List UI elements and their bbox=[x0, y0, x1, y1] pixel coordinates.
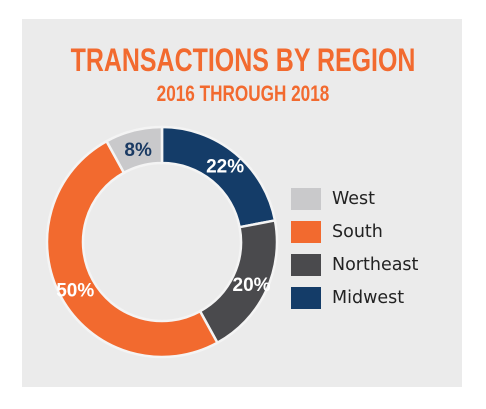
legend-swatch-midwest bbox=[291, 287, 321, 309]
legend-item-south: South bbox=[291, 220, 418, 244]
legend-item-west: West bbox=[291, 187, 418, 211]
donut-data-labels: 22% 20% 50% 8% bbox=[56, 140, 270, 302]
chart-subtitle: 2016 THROUGH 2018 bbox=[156, 81, 330, 106]
data-label-midwest: 22% bbox=[206, 157, 244, 178]
chart-legend: West South Northeast Midwest bbox=[291, 187, 418, 319]
slice-west bbox=[104, 125, 164, 175]
data-label-west: 8% bbox=[124, 140, 152, 161]
data-label-northeast: 20% bbox=[233, 275, 271, 296]
data-label-south: 50% bbox=[56, 281, 94, 302]
slice-south bbox=[45, 139, 220, 359]
legend-item-northeast: Northeast bbox=[291, 253, 418, 277]
legend-label: Midwest bbox=[332, 288, 405, 308]
chart-title: TRANSACTIONS BY REGION bbox=[70, 42, 416, 78]
legend-swatch-northeast bbox=[291, 254, 321, 276]
legend-item-midwest: Midwest bbox=[291, 286, 418, 310]
legend-label: Northeast bbox=[332, 255, 419, 275]
donut-slices bbox=[45, 125, 279, 359]
legend-swatch-south bbox=[291, 221, 321, 243]
legend-label: South bbox=[332, 222, 383, 242]
legend-swatch-west bbox=[291, 188, 321, 210]
legend-label: West bbox=[332, 189, 376, 209]
